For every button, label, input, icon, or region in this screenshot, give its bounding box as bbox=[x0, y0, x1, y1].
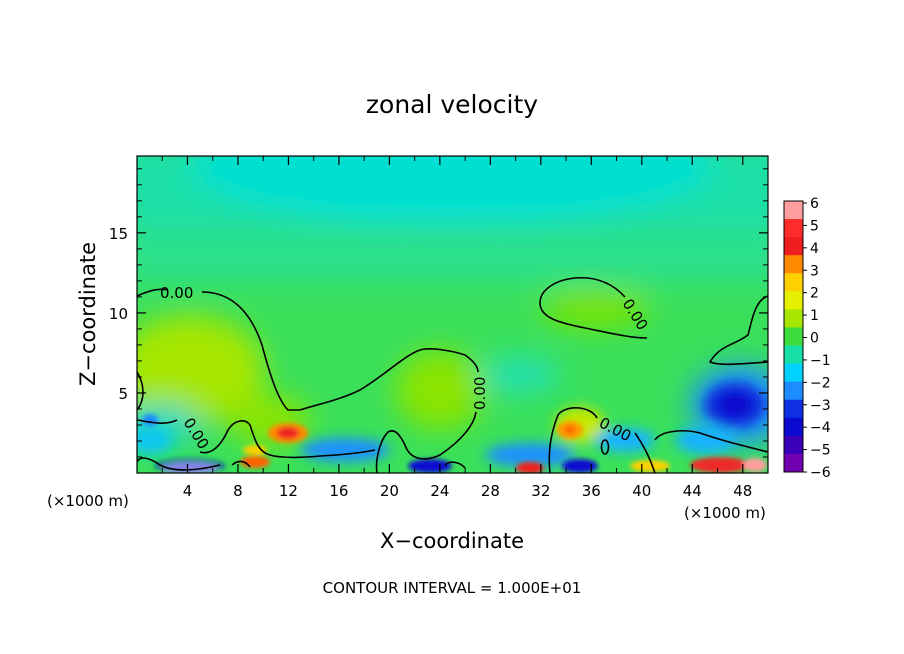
colorbar-label: −3 bbox=[810, 398, 831, 414]
x-axis-title: X−coordinate bbox=[380, 529, 524, 553]
contour-label: 0.00 bbox=[160, 284, 193, 302]
x-tick-label: 44 bbox=[683, 482, 702, 500]
y-axis-title: Z−coordinate bbox=[76, 242, 100, 386]
y-tick-label: 5 bbox=[118, 385, 128, 403]
x-tick-label: 48 bbox=[733, 482, 752, 500]
colorbar-label: 3 bbox=[810, 263, 819, 279]
colorbar-swatch bbox=[784, 381, 803, 401]
colorbar-label: −6 bbox=[810, 465, 831, 481]
colorbar-swatch bbox=[784, 237, 803, 256]
colorbar-label: −1 bbox=[810, 353, 831, 369]
x-tick-label: 16 bbox=[329, 482, 348, 500]
colorbar-label: 4 bbox=[810, 241, 819, 257]
colorbar-swatch bbox=[784, 435, 803, 455]
colorbar-label: 2 bbox=[810, 286, 819, 302]
colorbar-swatch bbox=[784, 345, 803, 365]
x-tick-label: 4 bbox=[183, 482, 193, 500]
colorbar-swatch bbox=[784, 273, 803, 292]
y-tick-label: 15 bbox=[109, 225, 128, 243]
zero-contours bbox=[137, 276, 768, 473]
colorbar-swatch bbox=[784, 309, 803, 328]
colorbar-swatch bbox=[784, 291, 803, 310]
colorbar-label: 0 bbox=[810, 331, 819, 347]
colorbar-swatch bbox=[784, 399, 803, 419]
x-tick-label: 36 bbox=[582, 482, 601, 500]
plot-area bbox=[137, 156, 768, 473]
x-tick-label: 12 bbox=[279, 482, 298, 500]
colorbar-swatch bbox=[784, 219, 803, 238]
colorbar: 6 5 4 3 2 1 0 −1 −2 −3 −4 −5 −6 bbox=[783, 196, 831, 481]
colorbar-swatch bbox=[784, 201, 803, 220]
colorbar-swatch bbox=[784, 453, 803, 473]
colorbar-label: −4 bbox=[810, 420, 831, 436]
colorbar-label: 1 bbox=[810, 308, 819, 324]
colorbar-swatch bbox=[784, 255, 803, 274]
colorbar-label: 5 bbox=[810, 218, 819, 234]
chart-title: zonal velocity bbox=[366, 90, 538, 119]
x-unit-right: (×1000 m) bbox=[684, 504, 766, 522]
x-tick-label: 32 bbox=[531, 482, 550, 500]
x-tick-label: 20 bbox=[380, 482, 399, 500]
colorbar-label: −2 bbox=[810, 375, 831, 391]
x-tick-label: 40 bbox=[632, 482, 651, 500]
colorbar-swatch bbox=[784, 417, 803, 437]
colorbar-label: −5 bbox=[810, 443, 831, 459]
x-tick-label: 24 bbox=[430, 482, 449, 500]
colorbar-frame bbox=[783, 200, 804, 473]
x-tick-label: 8 bbox=[233, 482, 243, 500]
colorbar-swatch bbox=[784, 327, 803, 347]
contour-interval-note: CONTOUR INTERVAL = 1.000E+01 bbox=[323, 579, 582, 597]
colorbar-label: 6 bbox=[810, 196, 819, 212]
plot-frame bbox=[136, 155, 769, 474]
contour-label: 0.00 bbox=[471, 377, 489, 410]
y-tick-label: 10 bbox=[109, 305, 128, 323]
x-unit-left: (×1000 m) bbox=[47, 492, 129, 510]
x-tick-label: 28 bbox=[481, 482, 500, 500]
colorbar-swatch bbox=[784, 363, 803, 383]
